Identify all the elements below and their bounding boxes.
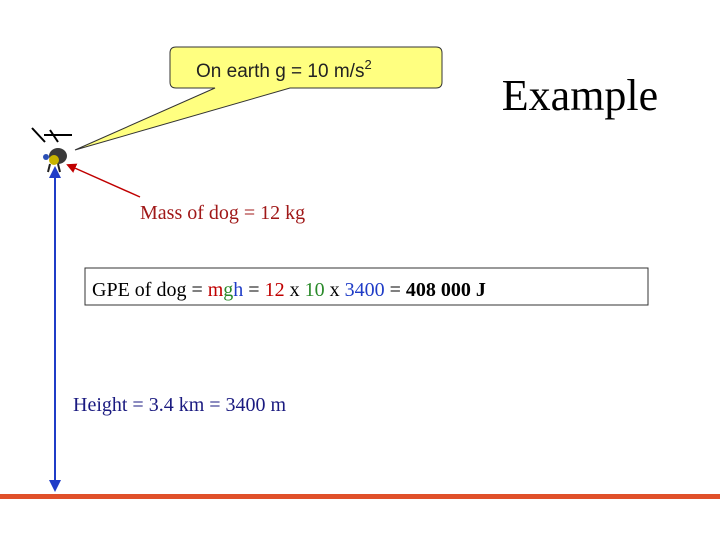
gpe-box	[84, 267, 649, 306]
gpe-g: g	[223, 279, 233, 301]
callout-main: On earth g = 10 m/s	[196, 61, 364, 82]
gpe-h: h	[233, 279, 243, 301]
ground-line	[0, 494, 720, 499]
gpe-text: x	[325, 279, 345, 301]
height-label: Height = 3.4 km = 3400 m	[73, 394, 287, 416]
gpe-m: m	[208, 279, 224, 301]
callout-superscript: 2	[364, 57, 371, 72]
gpe-result: 408 000 J	[406, 279, 486, 301]
gpe-height: 3400	[345, 279, 385, 301]
gpe-gravity: 10	[305, 279, 325, 301]
title: Example	[502, 71, 658, 120]
gpe-text: GPE of dog =	[92, 279, 208, 301]
mass-label: Mass of dog = 12 kg	[140, 202, 305, 224]
gpe-mass: 12	[265, 279, 285, 301]
gpe-text: =	[243, 279, 264, 301]
dog-icon	[31, 127, 72, 173]
mass-arrow	[66, 163, 141, 198]
callout-text: On earth g = 10 m/s2	[196, 57, 372, 82]
gpe-text: =	[385, 279, 406, 301]
gpe-text: x	[285, 279, 305, 301]
gpe-line: GPE of dog = mgh = 12 x 10 x 3400 = 408 …	[92, 279, 486, 301]
callout-bubble	[74, 46, 443, 151]
